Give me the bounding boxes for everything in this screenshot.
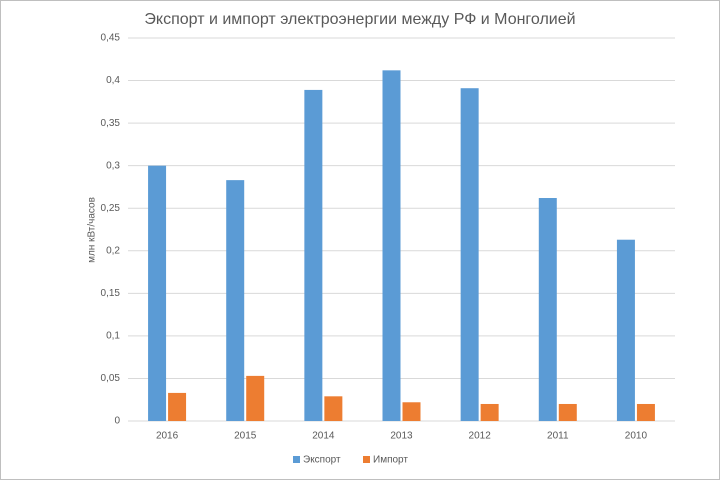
x-tick-label: 2015: [234, 431, 257, 442]
bar: [246, 375, 265, 421]
bar: [382, 70, 401, 421]
y-tick-label: 0,05: [101, 373, 121, 384]
y-tick-label: 0,1: [106, 331, 120, 342]
bar: [168, 392, 187, 421]
x-tick-label: 2010: [625, 431, 648, 442]
legend-label: Импорт: [373, 455, 408, 466]
bar: [226, 180, 245, 421]
bar: [636, 403, 655, 421]
bar: [148, 165, 167, 421]
bar: [324, 396, 343, 421]
chart-title: Экспорт и импорт электроэнергии между РФ…: [144, 11, 575, 28]
x-tick-label: 2013: [390, 431, 413, 442]
y-tick-label: 0,4: [106, 75, 120, 86]
legend-label: Экспорт: [303, 455, 341, 466]
bar: [480, 403, 499, 421]
x-tick-label: 2014: [312, 431, 335, 442]
y-axis-label: млн кВт/часов: [87, 197, 98, 263]
bar: [460, 88, 479, 422]
y-tick-label: 0,25: [101, 203, 121, 214]
y-tick-label: 0,3: [106, 160, 120, 171]
y-tick-label: 0,15: [101, 288, 121, 299]
x-tick-label: 2012: [469, 431, 492, 442]
x-tick-label: 2011: [547, 431, 569, 442]
bar: [304, 89, 323, 421]
x-tick-label: 2016: [156, 431, 179, 442]
legend-swatch: [363, 456, 370, 463]
y-tick-label: 0: [114, 416, 120, 427]
legend-swatch: [293, 456, 300, 463]
y-tick-label: 0,35: [101, 118, 121, 129]
bar: [402, 402, 421, 421]
y-tick-label: 0,2: [106, 245, 120, 256]
bar: [616, 239, 635, 421]
bar: [538, 198, 557, 421]
y-tick-label: 0,45: [101, 33, 121, 44]
bar: [558, 403, 577, 421]
